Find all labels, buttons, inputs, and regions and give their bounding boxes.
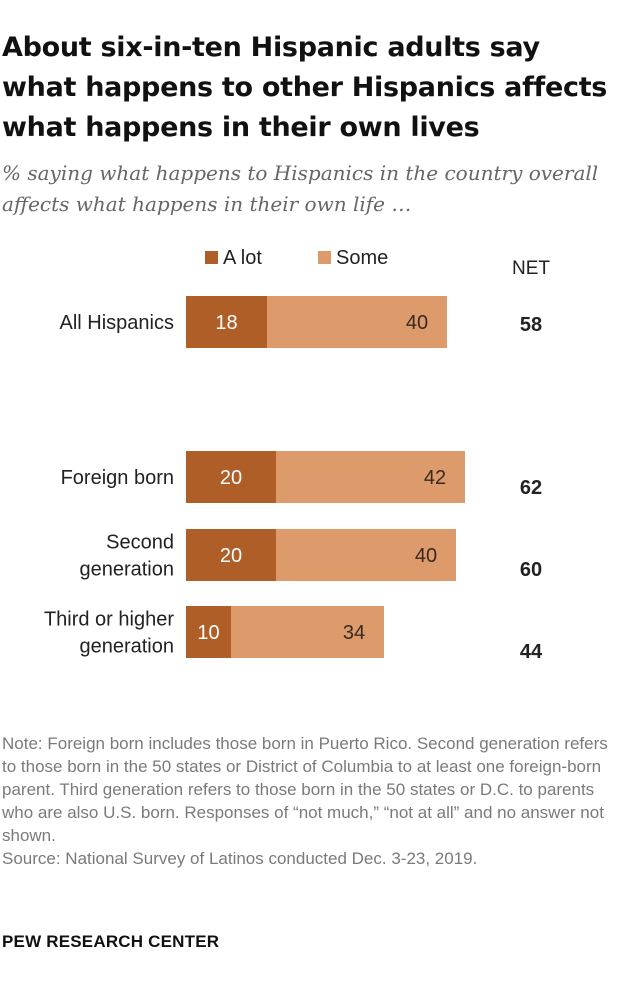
data-label-0: 10: [197, 622, 219, 644]
bar-segment-0: [186, 606, 231, 658]
data-label-1: 42: [424, 467, 446, 489]
category-label: Third or higher: [44, 609, 174, 631]
bar-segment-0: [186, 529, 276, 581]
legend-label-1: Some: [336, 247, 388, 269]
data-label-0: 20: [220, 545, 242, 567]
chart-subtitle: % saying what happens to Hispanics in th…: [2, 161, 599, 216]
data-label-1: 40: [406, 312, 428, 334]
stacked-bar-chart: A lot Some NET All Hispanics 18 40 58 Foreign b…: [44, 247, 550, 663]
legend-swatch-1: [318, 251, 331, 264]
bar-segment-1: [276, 529, 456, 581]
net-value: 44: [520, 641, 543, 663]
data-label-1: 34: [343, 622, 365, 644]
net-value: 62: [520, 477, 542, 499]
bar-segment-1: [231, 606, 384, 658]
category-label: All Hispanics: [60, 312, 174, 334]
bar-segment-0: [186, 296, 267, 348]
legend-label-0: A lot: [223, 247, 262, 269]
note-text: Note: Foreign born includes those born i…: [2, 734, 608, 845]
net-value: 60: [520, 559, 542, 581]
net-header: NET: [512, 258, 550, 279]
legend-swatch-0: [205, 251, 218, 264]
chart-title: About six-in-ten Hispanic adults say wha…: [2, 32, 608, 143]
data-label-0: 18: [215, 312, 237, 334]
bar-segment-1: [276, 451, 465, 503]
chart-notes: Note: Foreign born includes those born i…: [2, 732, 612, 870]
bar-segment-1: [267, 296, 447, 348]
net-value: 58: [520, 314, 542, 336]
source-text: Source: National Survey of Latinos condu…: [2, 849, 478, 868]
category-label: Foreign born: [61, 467, 174, 489]
credit-label: PEW RESEARCH CENTER: [2, 932, 220, 951]
category-label: generation: [79, 636, 174, 658]
data-label-1: 40: [415, 545, 437, 567]
data-label-0: 20: [220, 467, 242, 489]
category-label: Second: [106, 532, 174, 554]
category-label: generation: [79, 559, 174, 581]
bar-segment-0: [186, 451, 276, 503]
